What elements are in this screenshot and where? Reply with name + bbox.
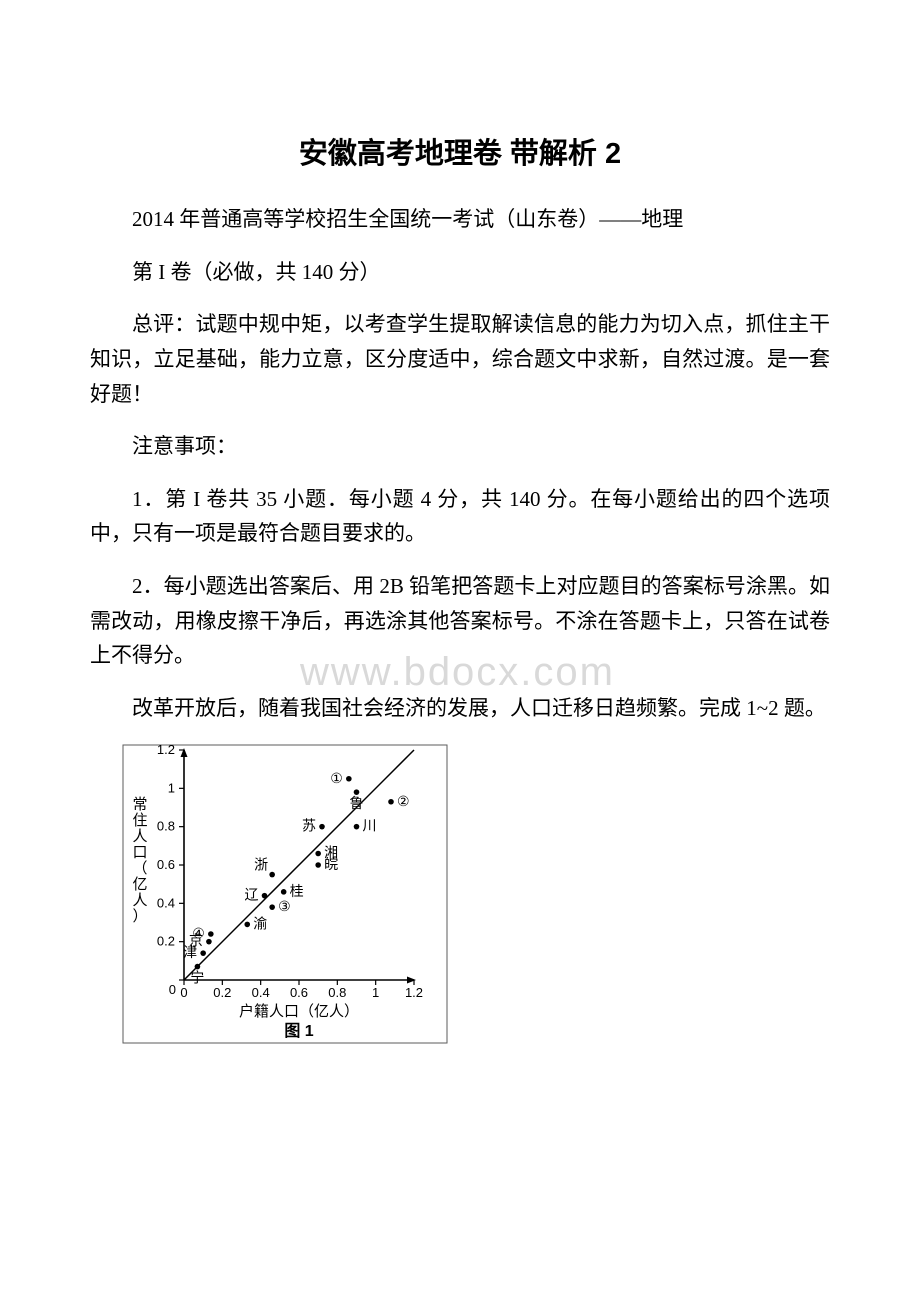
svg-text:1: 1: [372, 985, 379, 1000]
summary-paragraph: 总评：试题中规中矩，以考查学生提取解读信息的能力为切入点，抓住主干知识，立足基础…: [90, 307, 830, 411]
svg-text:宁: 宁: [190, 969, 204, 986]
document-title: 安徽高考地理卷 带解析 2: [90, 130, 830, 172]
svg-text:浙: 浙: [254, 857, 268, 873]
chart-figure-1: 00.20.40.60.811.20.20.40.60.811.20①鲁②苏川湘…: [122, 744, 830, 1044]
svg-text:①: ①: [330, 771, 343, 786]
svg-text:0: 0: [169, 982, 176, 997]
svg-text:户籍人口（亿人）: 户籍人口（亿人）: [239, 1003, 359, 1020]
scatter-chart: 00.20.40.60.811.20.20.40.60.811.20①鲁②苏川湘…: [122, 744, 448, 1044]
svg-text:1.2: 1.2: [157, 744, 175, 757]
svg-text:津: 津: [183, 945, 197, 961]
svg-text:0: 0: [180, 985, 187, 1000]
document-page: 安徽高考地理卷 带解析 2 2014 年普通高等学校招生全国统一考试（山东卷）—…: [90, 130, 830, 1044]
svg-text:苏: 苏: [302, 818, 316, 834]
svg-text:辽: 辽: [245, 887, 259, 903]
svg-text:②: ②: [397, 794, 410, 809]
svg-text:1.2: 1.2: [405, 985, 423, 1000]
svg-text:桂: 桂: [290, 884, 304, 900]
svg-text:0.2: 0.2: [213, 985, 231, 1000]
question-intro: 改革开放后，随着我国社会经济的发展，人口迁移日趋频繁。完成 1~2 题。: [90, 691, 830, 726]
svg-text:皖: 皖: [324, 857, 338, 873]
svg-text:0.8: 0.8: [328, 985, 346, 1000]
svg-text:1: 1: [168, 780, 175, 795]
subtitle-line: 2014 年普通高等学校招生全国统一考试（山东卷）——地理: [90, 202, 830, 237]
svg-text:常住人口（亿人）: 常住人口（亿人）: [132, 796, 147, 925]
svg-text:图 1: 图 1: [284, 1022, 313, 1040]
svg-text:0.6: 0.6: [157, 857, 175, 872]
notice-item-2: 2．每小题选出答案后、用 2B 铅笔把答题卡上对应题目的答案标号涂黑。如需改动，…: [90, 569, 830, 673]
svg-text:0.2: 0.2: [157, 933, 175, 948]
svg-text:鲁: 鲁: [350, 796, 364, 812]
svg-text:0.8: 0.8: [157, 818, 175, 833]
svg-text:0.6: 0.6: [290, 985, 308, 1000]
svg-text:0.4: 0.4: [252, 985, 270, 1000]
svg-text:③: ③: [278, 900, 291, 915]
svg-text:渝: 渝: [253, 916, 267, 932]
notice-item-1: 1．第 I 卷共 35 小题．每小题 4 分，共 140 分。在每小题给出的四个…: [90, 482, 830, 551]
svg-text:0.4: 0.4: [157, 895, 175, 910]
section-line: 第 I 卷（必做，共 140 分）: [90, 255, 830, 290]
svg-text:川: 川: [363, 819, 377, 834]
notice-header: 注意事项：: [90, 429, 830, 464]
